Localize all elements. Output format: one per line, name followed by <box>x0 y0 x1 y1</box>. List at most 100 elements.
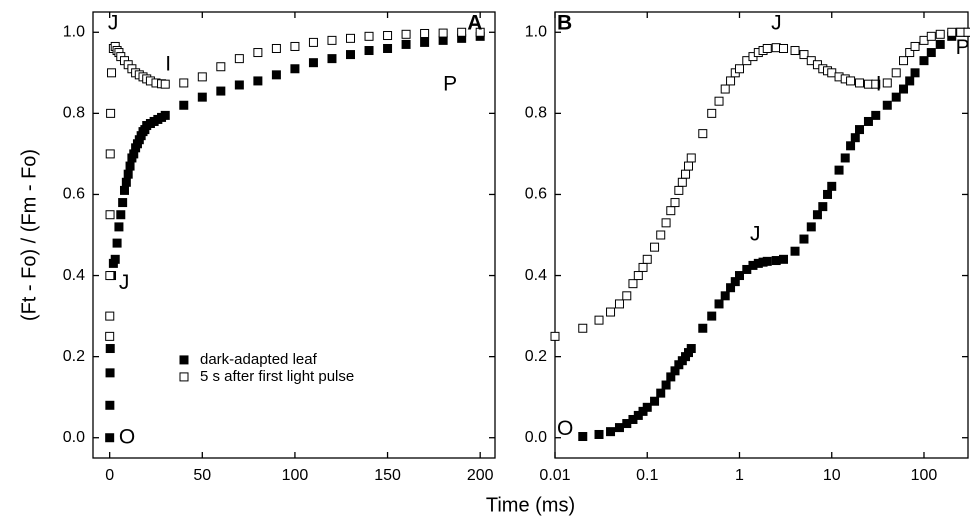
marker <box>364 31 374 41</box>
marker <box>197 92 207 102</box>
marker <box>734 64 744 74</box>
marker <box>401 29 411 39</box>
y-tick-label: 0.2 <box>525 348 547 365</box>
legend-marker <box>179 355 189 365</box>
marker <box>107 68 117 78</box>
y-axis-label: (Ft - Fo) / (Fm - Fo) <box>18 149 40 321</box>
marker <box>271 70 281 80</box>
marker <box>112 238 122 248</box>
x-tick-label: 0.1 <box>636 467 658 484</box>
x-tick-label: 200 <box>467 467 494 484</box>
marker <box>308 37 318 47</box>
marker <box>475 27 485 37</box>
marker <box>674 185 684 195</box>
marker <box>963 27 970 37</box>
marker <box>327 35 337 45</box>
marker <box>606 307 616 317</box>
marker <box>290 41 300 51</box>
marker <box>919 35 929 45</box>
marker <box>818 202 828 212</box>
marker <box>926 48 936 58</box>
annotation: O <box>119 425 135 448</box>
marker <box>105 210 115 220</box>
marker <box>871 79 881 89</box>
marker <box>910 68 920 78</box>
annotation: J <box>108 12 119 35</box>
marker <box>771 43 781 53</box>
marker <box>846 76 856 86</box>
marker <box>642 254 652 264</box>
marker <box>827 181 837 191</box>
marker <box>628 279 638 289</box>
marker <box>125 161 135 171</box>
marker <box>346 33 356 43</box>
x-tick-label: 100 <box>282 467 309 484</box>
marker <box>855 125 865 135</box>
y-tick-label: 0.8 <box>525 105 547 122</box>
y-tick-label: 0.6 <box>63 186 85 203</box>
annotation: P <box>443 73 457 96</box>
marker <box>110 254 120 264</box>
marker <box>179 100 189 110</box>
marker <box>799 234 809 244</box>
marker <box>118 198 128 208</box>
marker <box>707 108 717 118</box>
marker <box>846 141 856 151</box>
marker <box>383 31 393 41</box>
marker <box>790 46 800 56</box>
marker <box>681 169 691 179</box>
marker <box>683 161 693 171</box>
marker <box>840 153 850 163</box>
marker <box>105 331 115 341</box>
y-tick-label: 0.4 <box>525 267 547 284</box>
marker <box>650 242 660 252</box>
marker <box>105 271 115 281</box>
marker <box>594 429 604 439</box>
marker <box>762 256 772 266</box>
y-tick-label: 0.6 <box>525 186 547 203</box>
marker <box>919 56 929 66</box>
x-tick-label: 150 <box>374 467 401 484</box>
marker <box>253 48 263 58</box>
marker <box>234 80 244 90</box>
marker <box>863 116 873 126</box>
marker <box>271 43 281 53</box>
annotation: B <box>557 12 572 35</box>
marker <box>638 262 648 272</box>
legend-label: dark-adapted leaf <box>200 351 318 368</box>
marker <box>734 271 744 281</box>
marker <box>910 41 920 51</box>
marker <box>905 76 915 86</box>
marker <box>926 31 936 41</box>
marker <box>799 50 809 60</box>
plot-frame <box>92 11 496 459</box>
marker <box>622 291 632 301</box>
x-axis-label: Time (ms) <box>486 494 575 516</box>
marker <box>105 311 115 321</box>
marker <box>116 210 126 220</box>
marker <box>420 37 430 47</box>
annotation: A <box>467 12 482 35</box>
annotation: O <box>557 417 573 440</box>
marker <box>105 433 115 443</box>
marker <box>121 177 131 187</box>
marker <box>114 222 124 232</box>
y-tick-label: 0.0 <box>63 429 85 446</box>
marker <box>812 210 822 220</box>
marker <box>806 222 816 232</box>
marker <box>614 423 624 433</box>
marker <box>726 283 736 293</box>
x-tick-label: 100 <box>911 467 938 484</box>
marker <box>790 246 800 256</box>
marker <box>364 46 374 56</box>
marker <box>383 43 393 53</box>
annotation: J <box>771 12 782 35</box>
marker <box>179 78 189 88</box>
y-tick-label: 0.8 <box>63 105 85 122</box>
marker <box>656 230 666 240</box>
marker <box>253 76 263 86</box>
marker <box>606 427 616 437</box>
x-tick-label: 50 <box>193 467 211 484</box>
marker <box>707 311 717 321</box>
x-tick-label: 1 <box>735 467 744 484</box>
